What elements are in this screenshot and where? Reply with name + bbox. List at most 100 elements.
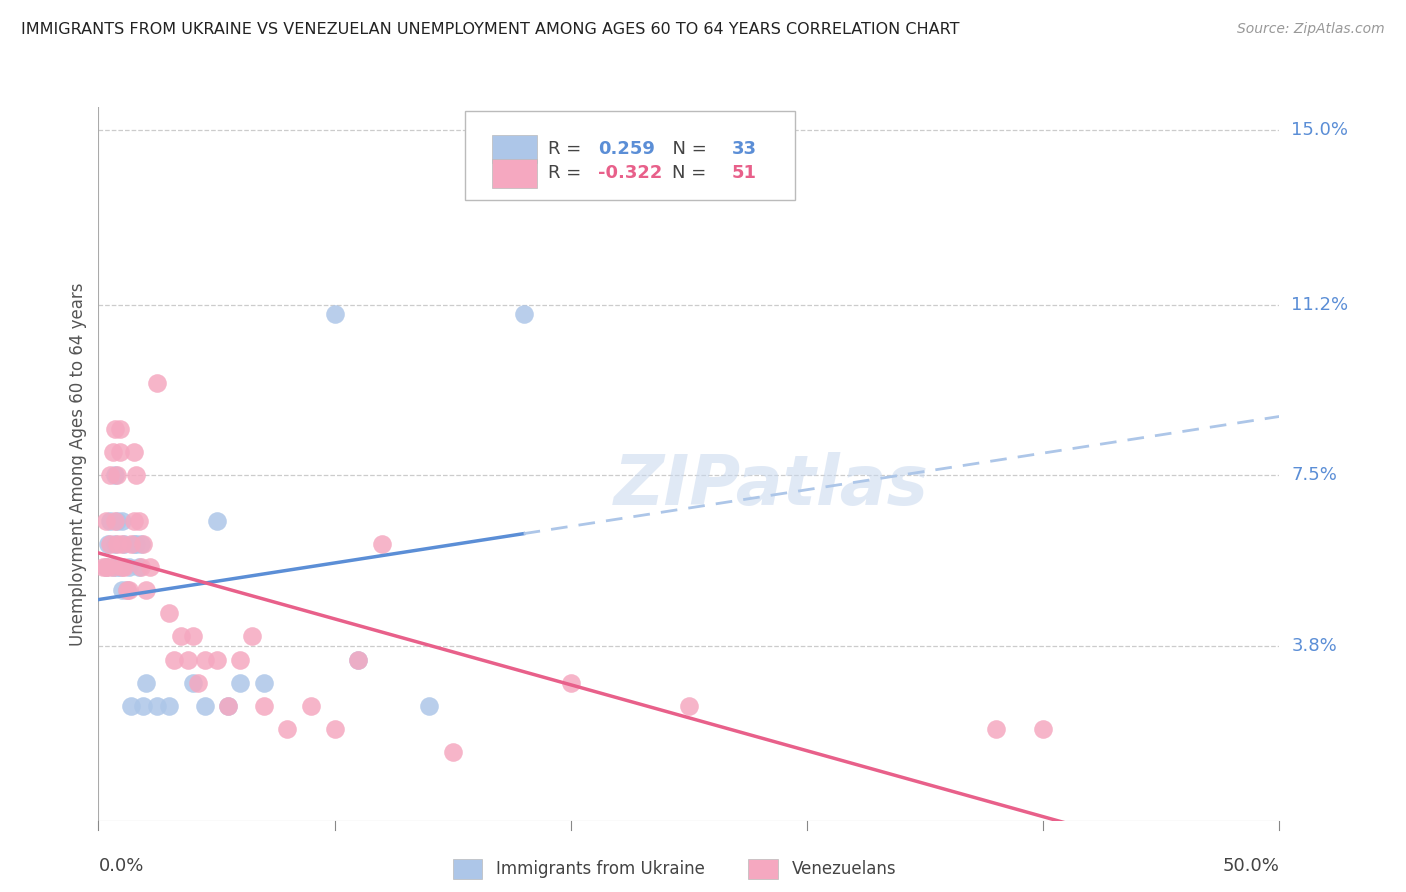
Point <box>299 698 322 713</box>
Point <box>441 745 464 759</box>
Point <box>229 675 252 690</box>
Point <box>97 537 120 551</box>
Point <box>157 698 180 713</box>
Point <box>128 515 150 529</box>
Text: 0.259: 0.259 <box>598 140 655 158</box>
Point <box>146 376 169 391</box>
Point <box>111 515 134 529</box>
Text: N =: N = <box>672 164 713 182</box>
Point <box>98 468 121 483</box>
Point <box>111 583 134 598</box>
Point <box>678 698 700 713</box>
Point <box>194 652 217 666</box>
Point <box>115 583 138 598</box>
Point <box>104 422 127 436</box>
Text: 0.0%: 0.0% <box>98 857 143 875</box>
Point <box>115 583 138 598</box>
Text: 50.0%: 50.0% <box>1223 857 1279 875</box>
Text: -0.322: -0.322 <box>598 164 662 182</box>
Point <box>181 630 204 644</box>
Point <box>1032 722 1054 736</box>
Point <box>121 537 143 551</box>
Point <box>229 652 252 666</box>
Point <box>111 537 134 551</box>
Point <box>125 468 148 483</box>
Point <box>129 560 152 574</box>
Point <box>170 630 193 644</box>
Text: 11.2%: 11.2% <box>1291 296 1348 314</box>
Point <box>323 722 346 736</box>
Point <box>108 445 131 459</box>
Point <box>108 422 131 436</box>
Point <box>984 722 1007 736</box>
Point <box>122 537 145 551</box>
Text: 33: 33 <box>731 140 756 158</box>
Text: 51: 51 <box>731 164 756 182</box>
Point <box>122 515 145 529</box>
Point <box>94 560 117 574</box>
Point <box>217 698 239 713</box>
Point <box>104 537 127 551</box>
Point <box>240 630 263 644</box>
Point <box>104 515 127 529</box>
Point <box>98 537 121 551</box>
Point <box>121 698 143 713</box>
Point <box>97 560 120 574</box>
Point <box>181 675 204 690</box>
Point <box>104 468 127 483</box>
Point <box>323 307 346 321</box>
Point <box>253 698 276 713</box>
Point <box>98 515 121 529</box>
FancyBboxPatch shape <box>453 859 482 880</box>
Point <box>94 515 117 529</box>
Point <box>101 560 124 574</box>
Point <box>94 560 117 574</box>
Text: 7.5%: 7.5% <box>1291 467 1337 484</box>
Point <box>135 675 157 690</box>
Point <box>101 445 124 459</box>
Text: Venezuelans: Venezuelans <box>792 860 896 878</box>
Text: ZIPatlas: ZIPatlas <box>614 451 929 519</box>
Point <box>163 652 186 666</box>
Point <box>128 560 150 574</box>
Text: R =: R = <box>548 164 588 182</box>
Point <box>205 515 228 529</box>
Point <box>512 307 534 321</box>
Y-axis label: Unemployment Among Ages 60 to 64 years: Unemployment Among Ages 60 to 64 years <box>69 282 87 646</box>
Point <box>177 652 200 666</box>
Point <box>217 698 239 713</box>
Point <box>122 445 145 459</box>
Point <box>118 583 141 598</box>
Point <box>371 537 394 551</box>
FancyBboxPatch shape <box>464 111 796 200</box>
Text: 15.0%: 15.0% <box>1291 121 1348 139</box>
Point <box>105 515 128 529</box>
FancyBboxPatch shape <box>492 159 537 187</box>
Point <box>187 675 209 690</box>
Point <box>347 652 370 666</box>
Point <box>139 560 162 574</box>
Point <box>347 652 370 666</box>
Text: IMMIGRANTS FROM UKRAINE VS VENEZUELAN UNEMPLOYMENT AMONG AGES 60 TO 64 YEARS COR: IMMIGRANTS FROM UKRAINE VS VENEZUELAN UN… <box>21 22 959 37</box>
Point <box>205 652 228 666</box>
Point <box>253 675 276 690</box>
Text: Source: ZipAtlas.com: Source: ZipAtlas.com <box>1237 22 1385 37</box>
Text: Immigrants from Ukraine: Immigrants from Ukraine <box>496 860 706 878</box>
Point <box>108 560 131 574</box>
Point <box>118 560 141 574</box>
Point <box>135 583 157 598</box>
Point <box>157 607 180 621</box>
Text: 3.8%: 3.8% <box>1291 637 1337 655</box>
Point <box>129 537 152 551</box>
Point <box>105 468 128 483</box>
Text: N =: N = <box>661 140 711 158</box>
Point <box>125 537 148 551</box>
Point <box>132 537 155 551</box>
Point <box>132 698 155 713</box>
Point <box>194 698 217 713</box>
Point <box>105 537 128 551</box>
FancyBboxPatch shape <box>492 135 537 163</box>
Point <box>101 560 124 574</box>
Point <box>418 698 440 713</box>
Point <box>105 560 128 574</box>
